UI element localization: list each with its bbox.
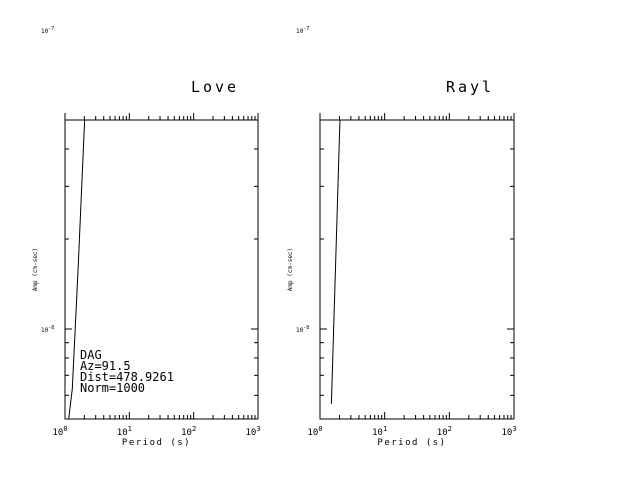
plot-frame — [64, 119, 259, 420]
x-tick-label: 100 — [307, 425, 322, 438]
x-tick-label: 101 — [372, 425, 387, 438]
y-tick-label: 10-7 — [41, 26, 54, 35]
y-axis-label: Amp (cm-sec) — [32, 248, 39, 291]
station-annotation-line: Dist=478.9261 — [80, 370, 174, 384]
y-tick-label: 10-8 — [41, 325, 54, 334]
chart-title: Love — [191, 78, 239, 96]
y-axis-label: Amp (cm-sec) — [287, 248, 294, 291]
x-axis-label: Period (s) — [122, 438, 191, 448]
x-tick-label: 102 — [181, 425, 196, 438]
x-tick-label: 103 — [245, 425, 260, 438]
plot-frame — [319, 119, 515, 420]
x-tick-label: 101 — [117, 425, 132, 438]
x-tick-label: 102 — [437, 425, 452, 438]
x-tick-label: 103 — [501, 425, 516, 438]
y-tick-label: 10-8 — [296, 325, 309, 334]
station-annotation-line: Az=91.5 — [80, 359, 131, 373]
chart-title: Rayl — [446, 78, 494, 96]
station-annotation-line: Norm=1000 — [80, 381, 145, 395]
y-tick-label: 10-7 — [296, 26, 309, 35]
station-annotation-line: DAG — [80, 348, 102, 362]
x-axis-label: Period (s) — [377, 438, 446, 448]
x-tick-label: 100 — [52, 425, 67, 438]
